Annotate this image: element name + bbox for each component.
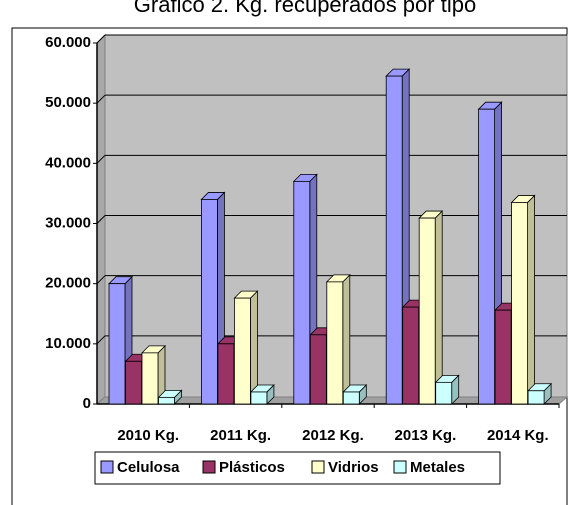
bar <box>200 199 218 405</box>
bar <box>527 390 545 405</box>
legend-label: Plásticos <box>219 459 285 476</box>
bar <box>125 360 142 405</box>
x-tick-label: 2012 Kg. <box>302 427 364 444</box>
x-tick-label: 2010 Kg. <box>117 427 179 444</box>
bar <box>250 391 268 405</box>
bar-side <box>434 210 443 405</box>
legend-swatch <box>311 460 325 474</box>
bar <box>478 108 496 405</box>
bar <box>309 334 327 405</box>
legend-swatch <box>393 460 407 474</box>
bar <box>141 352 159 405</box>
legend-label: Celulosa <box>117 459 180 476</box>
bar <box>233 297 251 405</box>
x-tick-label: 2011 Kg. <box>210 427 271 444</box>
y-tick-label: 40.000 <box>45 154 91 171</box>
bar-side <box>527 194 535 405</box>
x-tick-label: 2013 Kg. <box>395 427 457 444</box>
bar <box>158 396 175 405</box>
grid-line-side <box>96 335 106 345</box>
grid-line-side <box>96 275 106 285</box>
grid-line-side <box>96 34 106 44</box>
legend-swatch <box>202 460 216 474</box>
legend-label: Vidrios <box>328 459 379 476</box>
y-tick-label: 50.000 <box>45 94 91 111</box>
bar <box>342 391 360 405</box>
y-tick-label: 30.000 <box>45 214 91 231</box>
y-tick-label: 60.000 <box>45 34 91 51</box>
bar <box>108 283 126 405</box>
grid-line-side <box>96 154 106 164</box>
bar <box>293 180 311 405</box>
bar <box>494 309 512 405</box>
y-tick-label: 20.000 <box>45 275 91 292</box>
bar <box>435 381 453 405</box>
grid-line-side <box>96 94 106 104</box>
y-tick-label: 10.000 <box>45 335 91 352</box>
y-tick-label: 0 <box>83 395 91 412</box>
legend-swatch <box>100 460 114 474</box>
x-tick-label: 2014 Kg. <box>487 427 549 444</box>
bar <box>217 343 235 405</box>
bar <box>326 281 344 405</box>
grid-line-side <box>96 215 106 224</box>
legend-label: Metales <box>410 459 465 476</box>
bar <box>418 217 436 405</box>
bar <box>511 202 529 405</box>
chart-title: Gráfico 2. Kg. recuperados por tipo <box>134 0 476 17</box>
bar-side <box>342 273 351 405</box>
bar <box>402 306 420 405</box>
legend-box <box>94 451 501 485</box>
bar <box>385 75 403 405</box>
